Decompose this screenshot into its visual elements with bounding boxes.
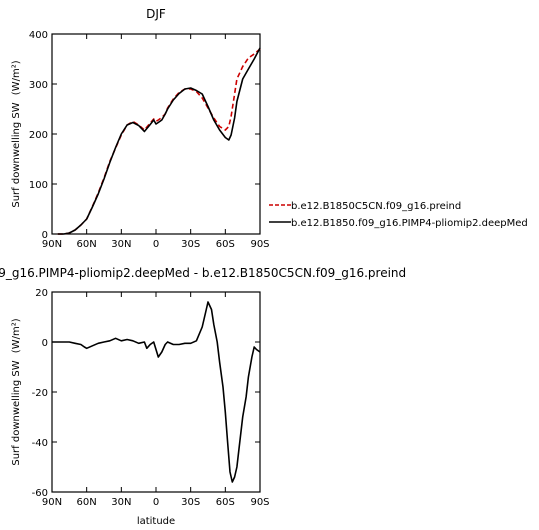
bottom-chart-title: b.e12.B1850.f09_g16.PIMP4-pliomip2.deepM…	[0, 266, 406, 280]
bottom-y-tick-label: 0	[42, 338, 48, 349]
top-y-axis-units: (W/m²)	[11, 60, 22, 95]
bottom-x-tick-label: 30S	[181, 497, 200, 508]
top-x-tick-label: 90S	[250, 239, 269, 250]
bottom-x-ticks: 90N 60N 30N 0 30S 60S 90S	[42, 292, 270, 508]
bottom-x-tick-label: 60N	[77, 497, 97, 508]
bottom-y-tick-label: 20	[35, 288, 48, 299]
top-series-line-2	[57, 47, 261, 235]
bottom-x-tick-label: 0	[153, 497, 159, 508]
top-plot-frame	[51, 33, 261, 235]
top-panel: DJF 90N 60N 30N 0 30S 60S 90S 0 100 200 300 400 Su…	[11, 7, 270, 250]
top-x-tick-label: 60N	[77, 239, 97, 250]
bottom-y-tick-label: -40	[32, 438, 48, 449]
bottom-y-axis-label-text: Surf downwelling SW	[11, 360, 22, 465]
bottom-panel: b.e12.B1850.f09_g16.PIMP4-pliomip2.deepM…	[0, 266, 406, 527]
top-y-tick-label: 100	[29, 180, 48, 191]
top-x-tick-label: 30N	[111, 239, 131, 250]
top-x-tick-label: 90N	[42, 239, 62, 250]
top-y-tick-label: 400	[29, 30, 48, 41]
top-y-tick-label: 0	[42, 230, 48, 241]
bottom-y-axis-label: Surf downwelling SW (W/m²)	[11, 318, 22, 465]
bottom-x-tick-label: 90N	[42, 497, 62, 508]
top-x-tick-label: 30S	[181, 239, 200, 250]
legend-label-preind: b.e12.B1850C5CN.f09_g16.preind	[291, 201, 461, 212]
bottom-x-axis-label: latitude	[137, 516, 175, 527]
bottom-y-ticks: -60 -40 -20 0 20	[32, 288, 260, 499]
bottom-y-axis-units: (W/m²)	[11, 318, 22, 353]
top-x-tick-label: 60S	[216, 239, 235, 250]
bottom-x-tick-label: 30N	[111, 497, 131, 508]
top-y-tick-label: 200	[29, 130, 48, 141]
bottom-series-lines	[52, 301, 261, 483]
legend: b.e12.B1850C5CN.f09_g16.preind b.e12.B18…	[269, 201, 528, 229]
top-series-line-1	[57, 48, 261, 235]
bottom-y-tick-label: -20	[32, 388, 48, 399]
bottom-series-line-1	[52, 301, 261, 483]
top-chart-title: DJF	[146, 7, 166, 21]
top-series-lines	[57, 47, 261, 235]
top-x-tick-label: 0	[153, 239, 159, 250]
top-y-tick-label: 300	[29, 80, 48, 91]
top-y-axis-label: Surf downwelling SW (W/m²)	[11, 60, 22, 207]
bottom-x-tick-label: 60S	[216, 497, 235, 508]
legend-label-deepmed: b.e12.B1850.f09_g16.PIMP4-pliomip2.deepM…	[291, 218, 528, 229]
top-x-ticks: 90N 60N 30N 0 30S 60S 90S	[42, 34, 270, 250]
bottom-y-tick-label: -60	[32, 488, 48, 499]
top-y-axis-label-text: Surf downwelling SW	[11, 102, 22, 207]
top-y-ticks: 0 100 200 300 400	[29, 30, 260, 241]
bottom-x-tick-label: 90S	[250, 497, 269, 508]
